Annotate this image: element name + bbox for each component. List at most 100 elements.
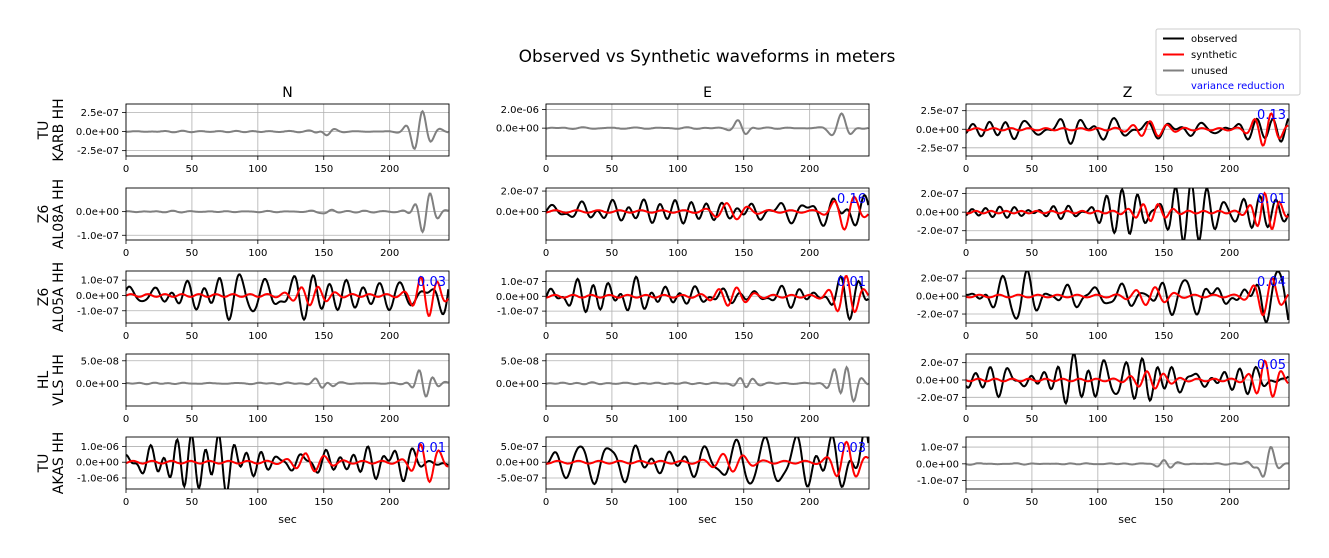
observed-trace: [966, 271, 1289, 323]
y-tick-label: 2.0e-07: [921, 274, 959, 285]
x-tick-label: 0: [543, 248, 549, 259]
x-tick-label: 50: [1026, 497, 1039, 508]
y-tick-label: 1.0e-07: [501, 277, 539, 288]
x-tick-label: 0: [963, 164, 969, 175]
unused-trace: [546, 112, 869, 137]
y-tick-label: 0.0e+00: [916, 459, 959, 470]
x-tick-label: 50: [606, 497, 619, 508]
panel-frame: [545, 353, 870, 407]
x-tick-label: 50: [186, 331, 199, 342]
x-tick-label: 150: [1154, 331, 1173, 342]
panel-frame: [965, 187, 1290, 241]
x-tick-label: 0: [123, 497, 129, 508]
column-title-n: N: [282, 85, 292, 101]
x-tick-label: 100: [1088, 497, 1107, 508]
x-tick-label: 0: [123, 164, 129, 175]
panel-frame: [125, 436, 450, 490]
variance-reduction-label: 0.01: [1257, 192, 1286, 207]
x-tick-label: 150: [734, 164, 753, 175]
y-tick-label: 0.0e+00: [496, 292, 539, 303]
x-tick-label: 0: [123, 331, 129, 342]
station-label-network: TU: [36, 454, 52, 474]
x-tick-label: 100: [1088, 248, 1107, 259]
y-tick-label: 0.0e+00: [496, 124, 539, 135]
observed-trace: [126, 437, 449, 489]
x-tick-label: 200: [1220, 164, 1239, 175]
x-tick-label: 100: [668, 414, 687, 425]
y-tick-label: 2.0e-06: [501, 105, 539, 116]
y-tick-label: -1.0e-07: [917, 476, 959, 487]
variance-reduction-label: 0.01: [837, 275, 866, 290]
panel-frame: [545, 187, 870, 241]
observed-trace: [966, 188, 1289, 240]
y-tick-label: -2.5e-07: [917, 143, 959, 154]
x-tick-label: 200: [380, 248, 399, 259]
x-axis-label: sec: [1118, 513, 1137, 526]
x-tick-label: 50: [186, 414, 199, 425]
panel: 0 50 100 150 200 1.0e-07 0.0e+00 -1.0e-07 sec: [916, 436, 1290, 526]
y-tick-label: 1.0e-07: [921, 443, 959, 454]
x-tick-label: 0: [963, 248, 969, 259]
y-tick-label: 0.0e+00: [496, 379, 539, 390]
legend-label-variance-reduction: variance reduction: [1191, 81, 1285, 92]
x-tick-label: 100: [668, 331, 687, 342]
x-tick-label: 150: [734, 331, 753, 342]
x-tick-label: 150: [734, 414, 753, 425]
y-tick-label: -2.5e-07: [77, 146, 119, 157]
x-tick-label: 50: [606, 248, 619, 259]
x-tick-label: 100: [1088, 331, 1107, 342]
x-tick-label: 150: [314, 164, 333, 175]
column-title-e: E: [703, 85, 712, 101]
panel: 0 50 100 150 200 5.0e-08 0.0e+00: [76, 353, 450, 425]
figure-title: Observed vs Synthetic waveforms in meter…: [519, 47, 896, 67]
y-tick-label: 0.0e+00: [76, 379, 119, 390]
x-tick-label: 50: [1026, 248, 1039, 259]
x-tick-label: 150: [734, 497, 753, 508]
y-tick-label: 0.0e+00: [76, 291, 119, 302]
x-tick-label: 150: [314, 248, 333, 259]
panel: 0 50 100 150 200 2.0e-06 0.0e+00: [496, 103, 870, 175]
x-tick-label: 150: [1154, 248, 1173, 259]
panel-frame: [965, 270, 1290, 324]
y-tick-label: 1.0e-07: [81, 276, 119, 287]
x-tick-label: 150: [314, 331, 333, 342]
station-label-network: Z6: [36, 205, 52, 224]
panel: 0 50 100 150 200 2.5e-07 0.0e+00 -2.5e-07 0.13: [916, 103, 1290, 175]
x-tick-label: 0: [543, 164, 549, 175]
x-axis-label: sec: [278, 513, 297, 526]
y-tick-label: 5.0e-08: [501, 356, 539, 367]
panel: 0 50 100 150 200 1.0e-06 0.0e+00 -1.0e-06 0.01 se…: [76, 436, 450, 526]
x-tick-label: 0: [543, 331, 549, 342]
x-tick-label: 0: [543, 497, 549, 508]
x-tick-label: 100: [248, 248, 267, 259]
panel-frame: [965, 103, 1290, 157]
variance-reduction-label: 0.03: [417, 275, 446, 290]
station-label-network: Z6: [36, 288, 52, 307]
x-tick-label: 50: [1026, 414, 1039, 425]
synthetic-trace: [546, 440, 869, 478]
x-axis-label: sec: [698, 513, 717, 526]
x-tick-label: 50: [186, 248, 199, 259]
x-tick-label: 200: [380, 331, 399, 342]
station-label-station: VLS HH: [51, 354, 67, 406]
legend-label-synthetic: synthetic: [1191, 50, 1237, 61]
x-tick-label: 0: [963, 331, 969, 342]
y-tick-label: 0.0e+00: [916, 292, 959, 303]
panel: 0 50 100 150 200 5.0e-08 0.0e+00: [496, 353, 870, 425]
x-tick-label: 200: [1220, 248, 1239, 259]
variance-reduction-label: 0.04: [1257, 275, 1286, 290]
y-tick-label: 2.5e-07: [921, 106, 959, 117]
y-tick-label: 2.5e-07: [81, 108, 119, 119]
y-tick-label: -2.0e-07: [917, 310, 959, 321]
panel: 0 50 100 150 200 2.0e-07 0.0e+00 -2.0e-07 0.04: [916, 270, 1290, 342]
synthetic-trace: [546, 195, 869, 231]
panel: 0 50 100 150 200 5.0e-07 0.0e+00 -5.0e-07 0.03 se…: [496, 436, 870, 526]
y-tick-label: 2.0e-07: [501, 187, 539, 198]
panel-frame: [125, 353, 450, 407]
x-tick-label: 0: [543, 414, 549, 425]
panel: 0 50 100 150 200 2.0e-07 0.0e+00 0.16: [496, 187, 870, 259]
x-tick-label: 150: [1154, 497, 1173, 508]
x-tick-label: 50: [606, 331, 619, 342]
y-tick-label: -1.0e-07: [77, 231, 119, 242]
x-tick-label: 150: [314, 414, 333, 425]
